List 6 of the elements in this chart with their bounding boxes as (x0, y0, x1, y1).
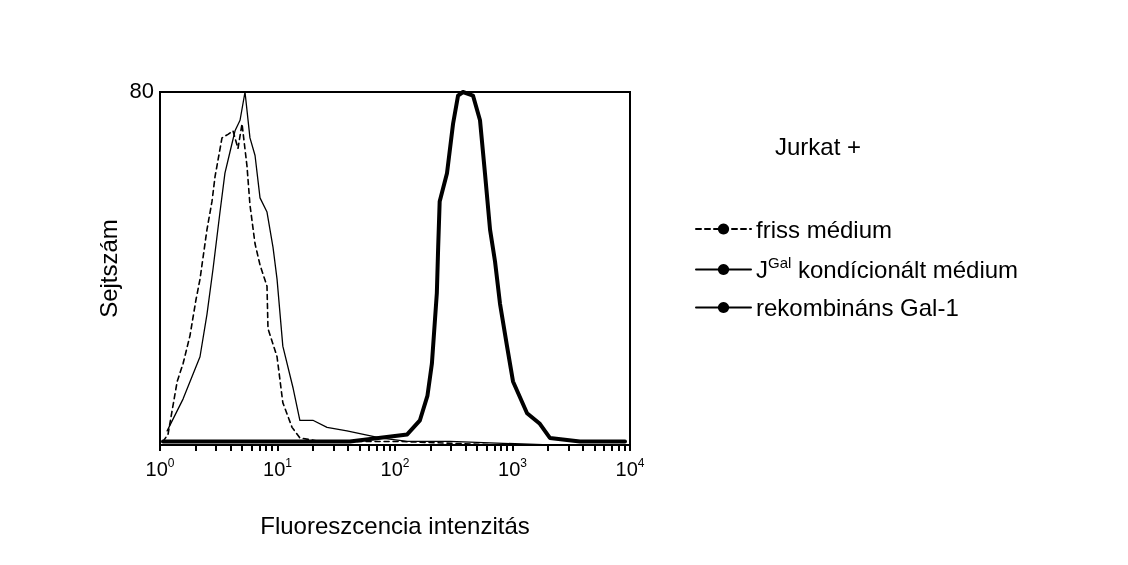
legend-label: friss médium (756, 215, 893, 243)
legend-label: rekombináns Gal-1 (756, 294, 959, 321)
x-axis-title: Fluoreszcencia intenzitás (260, 511, 530, 539)
legend-title: Jurkat + (775, 132, 862, 160)
y-axis-title: Sejtszám (94, 219, 122, 318)
text: 80 (129, 77, 155, 103)
